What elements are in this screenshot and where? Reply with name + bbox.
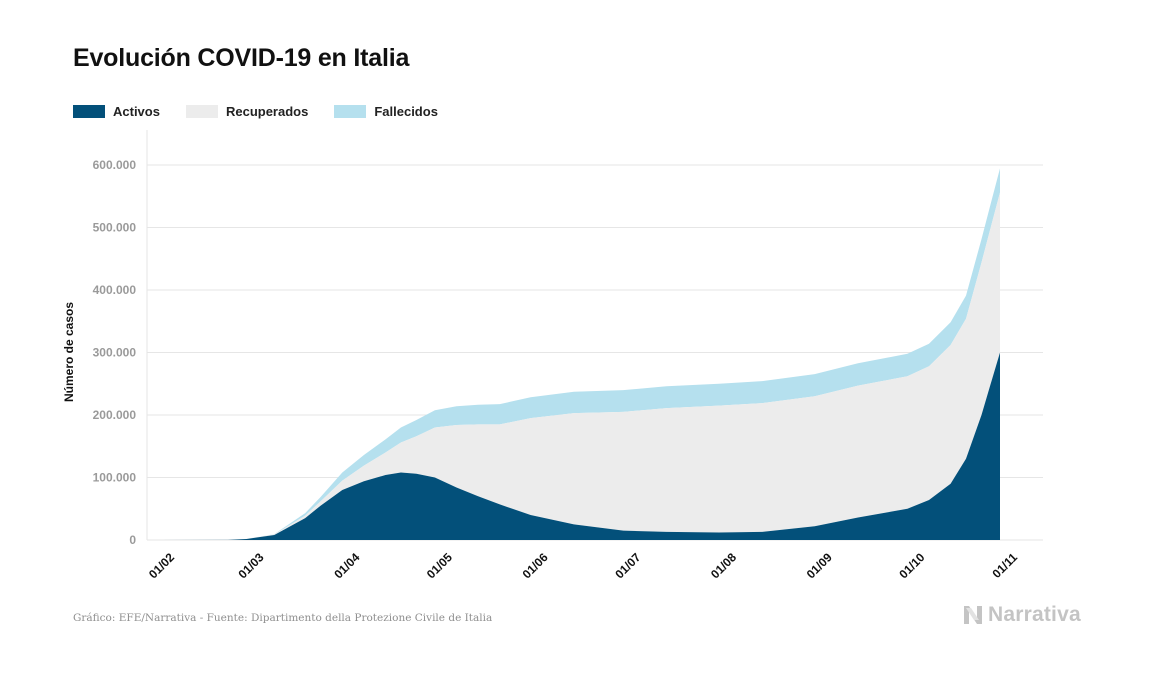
x-tick-label: 01/07 <box>612 550 643 581</box>
legend-item-fallecidos: Fallecidos <box>334 104 438 119</box>
y-tick-label: 600.000 <box>93 158 137 172</box>
legend-swatch-fallecidos <box>334 105 367 118</box>
x-tick-label: 01/03 <box>235 550 266 581</box>
area-activos <box>157 352 1000 540</box>
y-tick-label: 500.000 <box>93 221 137 235</box>
y-tick-label: 100.000 <box>93 471 137 485</box>
x-tick-label: 01/11 <box>989 550 1020 581</box>
legend-item-activos: Activos <box>73 104 160 119</box>
legend: Activos Recuperados Fallecidos <box>73 104 464 119</box>
chart-title: Evolución COVID-19 en Italia <box>73 44 410 72</box>
source-note: Gráfico: EFE/Narrativa - Fuente: Diparti… <box>73 612 493 624</box>
x-axis: 01/02 01/03 01/04 01/05 01/06 01/07 01/08 01/09… <box>146 550 1020 581</box>
legend-item-recuperados: Recuperados <box>185 104 309 119</box>
legend-label-fallecidos: Fallecidos <box>374 104 438 119</box>
y-tick-label: 300.000 <box>93 346 137 360</box>
x-tick-label: 01/10 <box>896 550 927 581</box>
legend-label-recuperados: Recuperados <box>225 104 309 119</box>
x-tick-label: 01/05 <box>424 550 455 581</box>
legend-label-activos: Activos <box>113 104 160 119</box>
brand-name: Narrativa <box>988 603 1081 626</box>
x-tick-label: 01/09 <box>804 550 835 581</box>
legend-swatch-activos <box>73 105 105 118</box>
y-tick-label: 200.000 <box>93 408 137 422</box>
y-axis: 0 100.000 200.000 300.000 400.000 500.000 600.… <box>93 158 137 547</box>
x-tick-label: 01/04 <box>331 550 362 581</box>
legend-swatch-recuperados <box>185 105 218 118</box>
x-tick-label: 01/06 <box>520 550 551 581</box>
x-tick-label: 01/02 <box>146 550 177 581</box>
y-tick-label: 0 <box>129 533 136 547</box>
narrativa-logo: Narrativa <box>963 603 1081 627</box>
area-recuperados <box>157 192 1000 540</box>
x-tick-label: 01/08 <box>708 550 739 581</box>
narrativa-mark-icon <box>964 606 982 624</box>
y-axis-label: Número de casos <box>62 302 76 402</box>
chart-areas <box>157 168 1000 540</box>
y-tick-label: 400.000 <box>93 283 137 297</box>
